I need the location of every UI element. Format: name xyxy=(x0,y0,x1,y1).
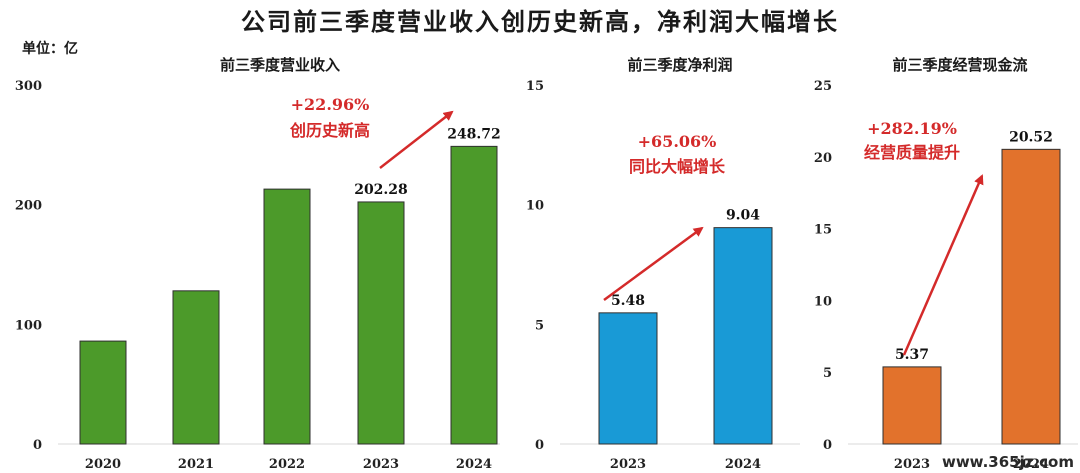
cashflow-ytick-label: 25 xyxy=(814,79,832,94)
revenue-data-label: 248.72 xyxy=(447,126,501,142)
revenue-bar xyxy=(263,188,311,445)
profit-ytick-label: 5 xyxy=(535,318,544,333)
revenue-xtick-label: 2020 xyxy=(85,457,121,472)
revenue-growth-annotation: +22.96% xyxy=(291,95,370,114)
revenue-chart-title: 前三季度营业收入 xyxy=(219,56,340,74)
cashflow-ytick-label: 20 xyxy=(814,151,832,166)
profit-ytick-label: 0 xyxy=(535,438,544,453)
revenue-xtick-label: 2021 xyxy=(178,457,214,472)
revenue-xtick-label: 2022 xyxy=(269,457,305,472)
revenue-growth-arrow xyxy=(379,110,454,169)
profit-growth-annotation: +65.06% xyxy=(638,132,717,151)
cashflow-bar xyxy=(1001,148,1061,445)
revenue-bar xyxy=(172,290,220,445)
cashflow-ytick-label: 15 xyxy=(814,223,832,238)
cashflow-bar xyxy=(882,366,942,445)
profit-data-label: 9.04 xyxy=(726,208,760,224)
cashflow-ytick-label: 5 xyxy=(823,366,832,381)
page-title: 公司前三季度营业收入创历史新高，净利润大幅增长 xyxy=(241,7,839,36)
revenue-xtick-label: 2024 xyxy=(456,457,492,472)
cashflow-growth-arrow xyxy=(902,174,984,356)
cashflow-ytick-label: 10 xyxy=(814,294,832,309)
profit-growth-arrow xyxy=(603,226,704,302)
revenue-xtick-label: 2023 xyxy=(363,457,399,472)
profit-data-label: 5.48 xyxy=(611,293,645,309)
revenue-bar xyxy=(450,145,498,445)
unit-label: 单位：亿 xyxy=(22,41,78,57)
profit-ytick-label: 15 xyxy=(526,79,544,94)
revenue-growth-caption: 创历史新高 xyxy=(289,121,370,140)
profit-ytick-label: 10 xyxy=(526,199,544,214)
cashflow-data-label: 5.37 xyxy=(895,347,929,363)
profit-xtick-label: 2024 xyxy=(725,457,761,472)
cashflow-growth-annotation: +282.19% xyxy=(867,119,957,138)
cashflow-data-label: 20.52 xyxy=(1009,129,1053,145)
revenue-ytick-label: 0 xyxy=(33,438,42,453)
cashflow-xtick-label: 2023 xyxy=(894,457,930,472)
revenue-data-label: 202.28 xyxy=(354,182,408,198)
profit-growth-caption: 同比大幅增长 xyxy=(629,157,726,176)
profit-xtick-label: 2023 xyxy=(610,457,646,472)
revenue-bar xyxy=(79,340,127,445)
revenue-bar xyxy=(357,201,405,445)
profit-bar xyxy=(713,227,773,445)
cashflow-growth-caption: 经营质量提升 xyxy=(864,143,960,162)
profit-chart-title: 前三季度净利润 xyxy=(627,56,733,74)
profit-bar xyxy=(598,312,658,445)
cashflow-chart-title: 前三季度经营现金流 xyxy=(892,56,1028,74)
cashflow-xtick-label: 2024 xyxy=(1013,457,1049,472)
revenue-ytick-label: 100 xyxy=(15,318,42,333)
revenue-ytick-label: 200 xyxy=(15,199,42,214)
revenue-ytick-label: 300 xyxy=(15,79,42,94)
cashflow-ytick-label: 0 xyxy=(823,438,832,453)
watermark: www.365jz.com xyxy=(941,453,1074,471)
